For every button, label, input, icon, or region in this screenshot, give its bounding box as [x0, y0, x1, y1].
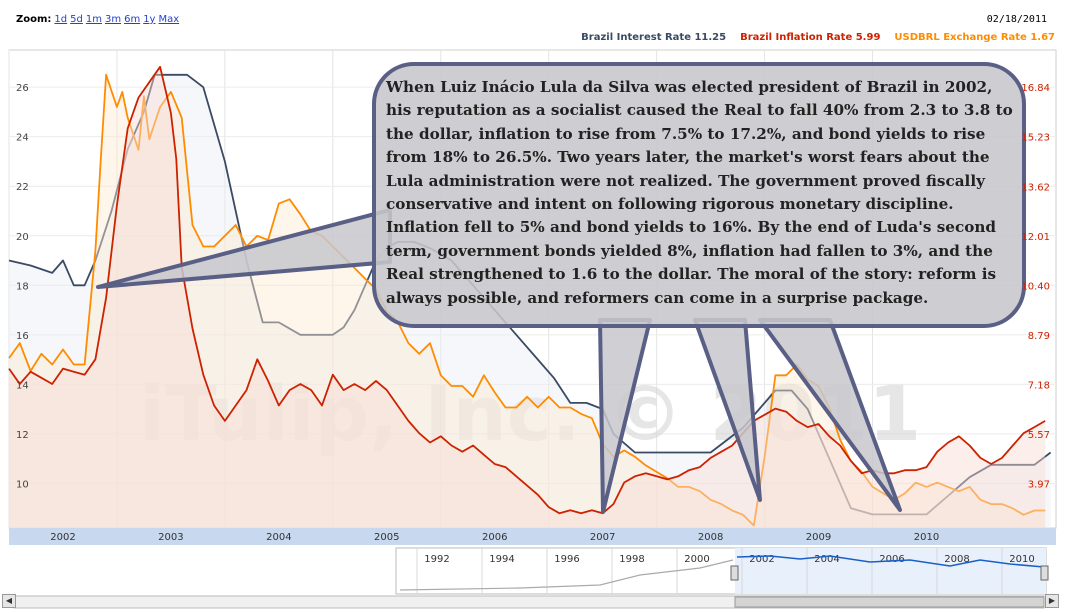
- left-tick-label: 26: [16, 83, 29, 94]
- left-tick-label: 20: [16, 232, 29, 243]
- zoom-1m-link[interactable]: 1m: [85, 14, 102, 25]
- current-date: 02/18/2011: [986, 14, 1047, 25]
- navigator-tick-label: 1994: [489, 554, 514, 565]
- callout-box: [372, 62, 1026, 328]
- navigator-selected-line: [736, 555, 1045, 568]
- callout-text: When Luiz Inácio Lula da Silva was elect…: [386, 78, 1013, 307]
- scrollbar-thumb[interactable]: [734, 596, 1045, 608]
- navigator-selection[interactable]: [735, 548, 1046, 594]
- navigator-tick-label: 2004: [814, 554, 839, 565]
- right-axis: 3.97 5.57 7.18 8.79 10.40 12.01 13.62 15.23 16.8…: [1021, 83, 1050, 490]
- left-tick-label: 22: [16, 182, 29, 193]
- left-tick-label: 14: [16, 380, 29, 391]
- zoom-controls: Zoom: 1d 5d 1m 3m 6m 1y Max: [16, 14, 179, 25]
- legend-exchange-rate[interactable]: USDBRL Exchange Rate 1.67: [894, 32, 1055, 43]
- left-tick-label: 12: [16, 430, 29, 441]
- left-tick-label: 10: [16, 479, 29, 490]
- right-tick-label: 12.01: [1021, 232, 1050, 243]
- zoom-max-link[interactable]: Max: [158, 14, 180, 25]
- chart-legend: Brazil Interest Rate 11.25 Brazil Inflati…: [567, 32, 1055, 43]
- x-tick-label: 2004: [266, 532, 291, 543]
- navigator-tick-label: 2010: [1009, 554, 1034, 565]
- navigator-history-line: [399, 559, 734, 591]
- x-tick-label: 2005: [374, 532, 399, 543]
- left-tick-label: 18: [16, 281, 29, 292]
- navigator-tick-label: 1992: [424, 554, 449, 565]
- x-tick-label: 2003: [158, 532, 183, 543]
- x-axis-bar: [9, 528, 1056, 545]
- x-tick-label: 2010: [914, 532, 939, 543]
- zoom-1d-link[interactable]: 1d: [54, 14, 68, 25]
- right-tick-label: 8.79: [1028, 331, 1050, 342]
- zoom-label: Zoom:: [16, 14, 52, 25]
- right-tick-label: 15.23: [1021, 133, 1050, 144]
- right-tick-label: 3.97: [1028, 479, 1050, 490]
- navigator-left-handle[interactable]: [730, 565, 739, 581]
- scroll-left-arrow[interactable]: ◀: [2, 594, 16, 608]
- navigator-right-handle[interactable]: [1040, 565, 1049, 581]
- navigator-tick-label: 2008: [944, 554, 969, 565]
- x-tick-label: 2007: [590, 532, 615, 543]
- scroll-right-arrow[interactable]: ▶: [1045, 594, 1059, 608]
- right-tick-label: 5.57: [1028, 430, 1050, 441]
- navigator-tick-label: 2006: [879, 554, 904, 565]
- navigator-tick-label: 2000: [684, 554, 709, 565]
- x-tick-label: 2002: [50, 532, 75, 543]
- left-tick-label: 24: [16, 133, 29, 144]
- right-tick-label: 7.18: [1028, 381, 1050, 392]
- left-axis: 10 12 14 16 18 20 22 24 26: [16, 83, 29, 490]
- legend-interest-rate[interactable]: Brazil Interest Rate 11.25: [581, 32, 727, 43]
- zoom-6m-link[interactable]: 6m: [124, 14, 141, 25]
- x-tick-label: 2006: [482, 532, 507, 543]
- zoom-1y-link[interactable]: 1y: [143, 14, 156, 25]
- navigator-tick-label: 1998: [619, 554, 644, 565]
- x-axis: 2002 2003 2004 2005 2006 2007 2008 2009 2010: [50, 532, 939, 543]
- zoom-3m-link[interactable]: 3m: [104, 14, 122, 25]
- left-tick-label: 16: [16, 331, 29, 342]
- right-tick-label: 10.40: [1021, 281, 1050, 292]
- x-tick-label: 2008: [698, 532, 723, 543]
- callout-bubble: [96, 62, 1026, 514]
- zoom-5d-link[interactable]: 5d: [70, 14, 83, 25]
- fx-area: [9, 74, 1046, 529]
- right-tick-label: 16.84: [1021, 83, 1050, 94]
- navigator[interactable]: 1992 1994 1996 1998 2000 2002 2004 2006 2008 2010: [13, 547, 1049, 609]
- navigator-tick-label: 2002: [749, 554, 774, 565]
- fx-line[interactable]: [8, 73, 1046, 527]
- right-tick-label: 13.62: [1021, 182, 1050, 193]
- navigator-tick-label: 1996: [554, 554, 579, 565]
- x-tick-label: 2009: [806, 532, 831, 543]
- legend-inflation-rate[interactable]: Brazil Inflation Rate 5.99: [740, 32, 881, 43]
